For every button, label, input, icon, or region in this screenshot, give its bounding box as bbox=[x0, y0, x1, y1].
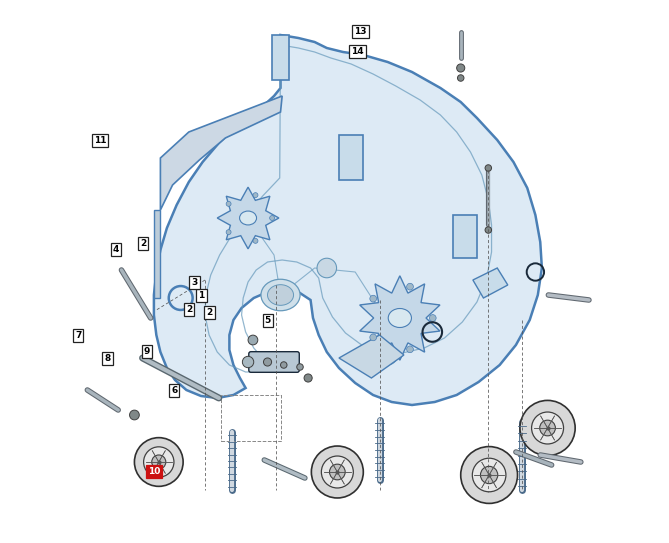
Text: 2: 2 bbox=[140, 239, 147, 248]
Circle shape bbox=[429, 314, 436, 321]
Text: 1: 1 bbox=[198, 292, 205, 300]
Circle shape bbox=[264, 358, 272, 366]
Text: 2: 2 bbox=[207, 308, 213, 317]
FancyBboxPatch shape bbox=[249, 352, 299, 372]
Polygon shape bbox=[339, 335, 404, 378]
Polygon shape bbox=[154, 210, 161, 298]
Circle shape bbox=[370, 295, 377, 302]
Circle shape bbox=[407, 346, 413, 353]
Circle shape bbox=[407, 283, 413, 290]
Text: 5: 5 bbox=[264, 316, 271, 325]
Polygon shape bbox=[154, 35, 542, 405]
Ellipse shape bbox=[388, 308, 411, 327]
Circle shape bbox=[144, 447, 174, 477]
Circle shape bbox=[458, 75, 464, 81]
Polygon shape bbox=[217, 187, 279, 249]
Circle shape bbox=[152, 455, 166, 469]
Text: 7: 7 bbox=[75, 331, 82, 340]
Polygon shape bbox=[360, 276, 440, 360]
Circle shape bbox=[253, 238, 258, 243]
Circle shape bbox=[480, 466, 498, 484]
Text: 4: 4 bbox=[113, 245, 119, 254]
Circle shape bbox=[485, 227, 492, 233]
Text: 9: 9 bbox=[144, 348, 151, 356]
Text: 10: 10 bbox=[148, 467, 161, 476]
Circle shape bbox=[370, 334, 377, 340]
Circle shape bbox=[317, 258, 337, 278]
Circle shape bbox=[226, 201, 231, 206]
Circle shape bbox=[461, 446, 518, 503]
Circle shape bbox=[248, 335, 258, 345]
Text: 2: 2 bbox=[186, 305, 192, 314]
Circle shape bbox=[280, 362, 287, 368]
Circle shape bbox=[130, 410, 139, 420]
Text: 11: 11 bbox=[94, 136, 106, 144]
Circle shape bbox=[242, 356, 254, 368]
Circle shape bbox=[311, 446, 363, 498]
Text: 8: 8 bbox=[104, 354, 110, 363]
Circle shape bbox=[321, 456, 353, 488]
Circle shape bbox=[540, 420, 555, 436]
Text: 3: 3 bbox=[191, 278, 197, 287]
Polygon shape bbox=[339, 135, 363, 180]
Ellipse shape bbox=[240, 211, 256, 225]
Polygon shape bbox=[272, 35, 288, 80]
Text: 6: 6 bbox=[171, 387, 177, 395]
Polygon shape bbox=[161, 96, 282, 210]
Polygon shape bbox=[453, 215, 477, 258]
Circle shape bbox=[520, 400, 575, 456]
Text: 13: 13 bbox=[355, 27, 367, 36]
Circle shape bbox=[297, 364, 303, 370]
Ellipse shape bbox=[268, 285, 294, 305]
Circle shape bbox=[472, 458, 506, 492]
Circle shape bbox=[330, 464, 345, 480]
Circle shape bbox=[378, 345, 397, 365]
Ellipse shape bbox=[261, 279, 300, 311]
Circle shape bbox=[253, 193, 258, 198]
Circle shape bbox=[134, 438, 183, 487]
Polygon shape bbox=[473, 268, 508, 298]
Circle shape bbox=[457, 64, 465, 72]
Circle shape bbox=[532, 412, 563, 444]
Circle shape bbox=[485, 165, 492, 171]
Circle shape bbox=[270, 216, 274, 220]
Circle shape bbox=[304, 374, 312, 382]
Text: 14: 14 bbox=[351, 47, 364, 56]
Circle shape bbox=[226, 230, 231, 235]
